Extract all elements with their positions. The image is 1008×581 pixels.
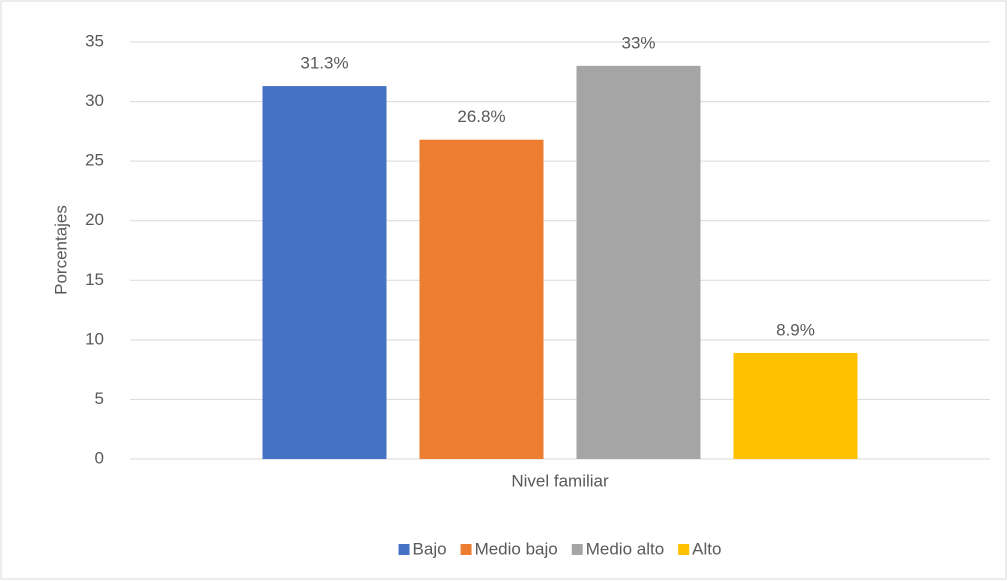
legend-label: Bajo xyxy=(413,539,447,558)
data-label: 26.8% xyxy=(457,107,505,126)
legend-swatch xyxy=(678,544,690,555)
y-axis-label: Porcentajes xyxy=(51,205,70,295)
bar xyxy=(576,65,701,459)
data-label: 33% xyxy=(621,33,655,52)
legend-label: Medio alto xyxy=(586,539,664,558)
legend-swatch xyxy=(398,544,410,555)
legend-swatch xyxy=(571,544,583,555)
y-tick-label: 30 xyxy=(85,91,104,110)
bar xyxy=(419,139,544,459)
data-label: 8.9% xyxy=(776,320,815,339)
bar xyxy=(733,352,858,459)
legend-swatch xyxy=(460,544,472,555)
y-tick-label: 15 xyxy=(85,270,104,289)
y-tick-label: 35 xyxy=(85,31,104,50)
y-tick-label: 5 xyxy=(95,389,104,408)
y-tick-label: 0 xyxy=(95,448,104,467)
x-tick-label: Nivel familiar xyxy=(511,471,609,490)
y-tick-label: 25 xyxy=(85,151,104,170)
y-tick-label: 10 xyxy=(85,329,104,348)
legend-label: Medio bajo xyxy=(475,539,558,558)
data-label: 31.3% xyxy=(300,54,348,73)
legend-label: Alto xyxy=(692,539,721,558)
y-tick-label: 20 xyxy=(85,210,104,229)
bar xyxy=(262,86,387,459)
